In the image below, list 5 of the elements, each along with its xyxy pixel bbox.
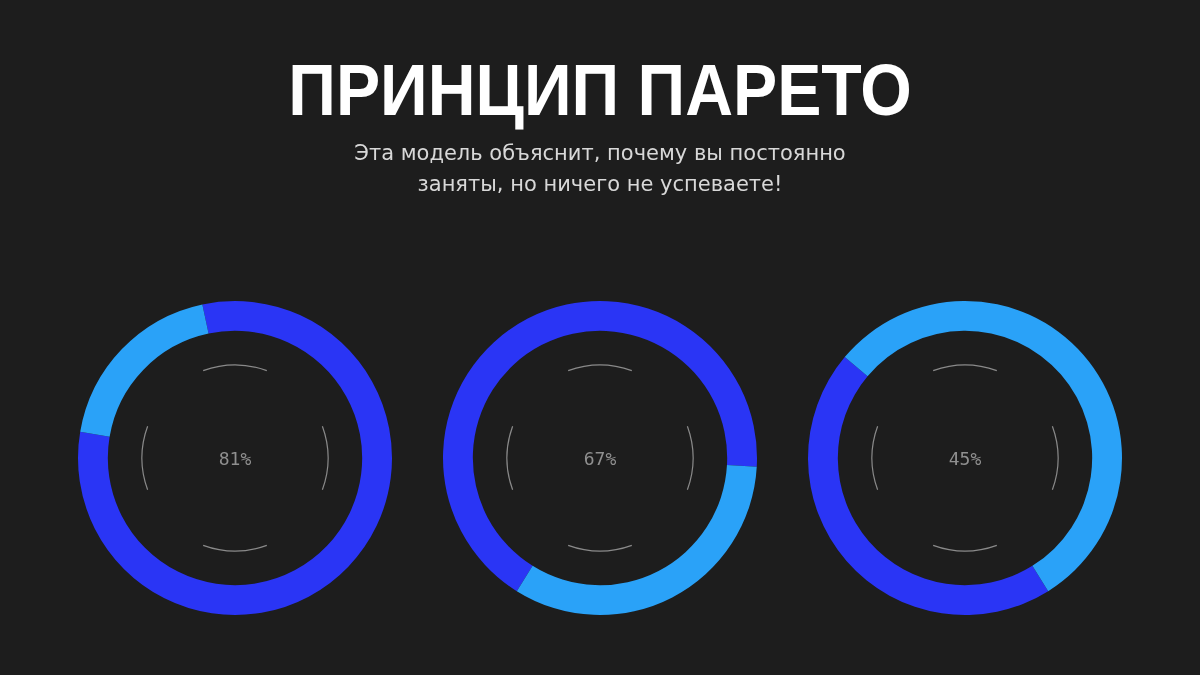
text: 67% (583, 447, 617, 469)
text: Эта модель объяснит, почему вы постоянно заняты, но ничего не успеваете! (353, 140, 847, 198)
text: ПРИНЦИП ПАРЕТО (287, 50, 913, 130)
text: 81% (218, 447, 252, 469)
text: 45% (948, 447, 982, 469)
